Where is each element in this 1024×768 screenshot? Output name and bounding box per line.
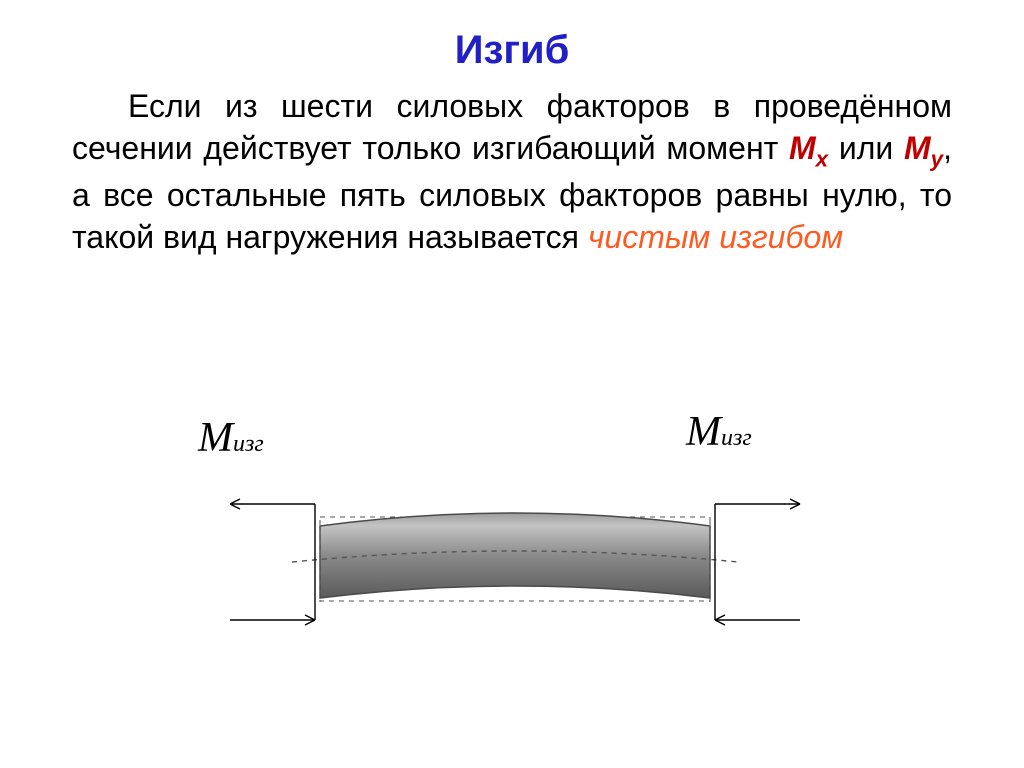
moment-label-M: M: [198, 415, 233, 461]
bending-figure: Mизг Mизг: [170, 422, 850, 722]
moment-label-sub: изг: [233, 431, 264, 457]
bent-beam: [320, 513, 710, 598]
moment-label-left: Mизг: [198, 414, 264, 462]
body-paragraph: Если из шести силовых факторов в проведё…: [72, 85, 952, 259]
moment-label-right: Mизг: [686, 408, 752, 456]
moment-label-M: M: [686, 409, 721, 455]
figure-svg: #left-moment { display:none; }: [170, 422, 870, 722]
moment-arrow-left-fix: [230, 499, 315, 625]
moment-label-sub: изг: [721, 425, 752, 451]
slide-title: Изгиб: [72, 28, 952, 73]
moment-arrow-right: [715, 499, 800, 625]
slide: Изгиб Если из шести силовых факторов в п…: [0, 0, 1024, 768]
title-text: Изгиб: [455, 28, 570, 72]
